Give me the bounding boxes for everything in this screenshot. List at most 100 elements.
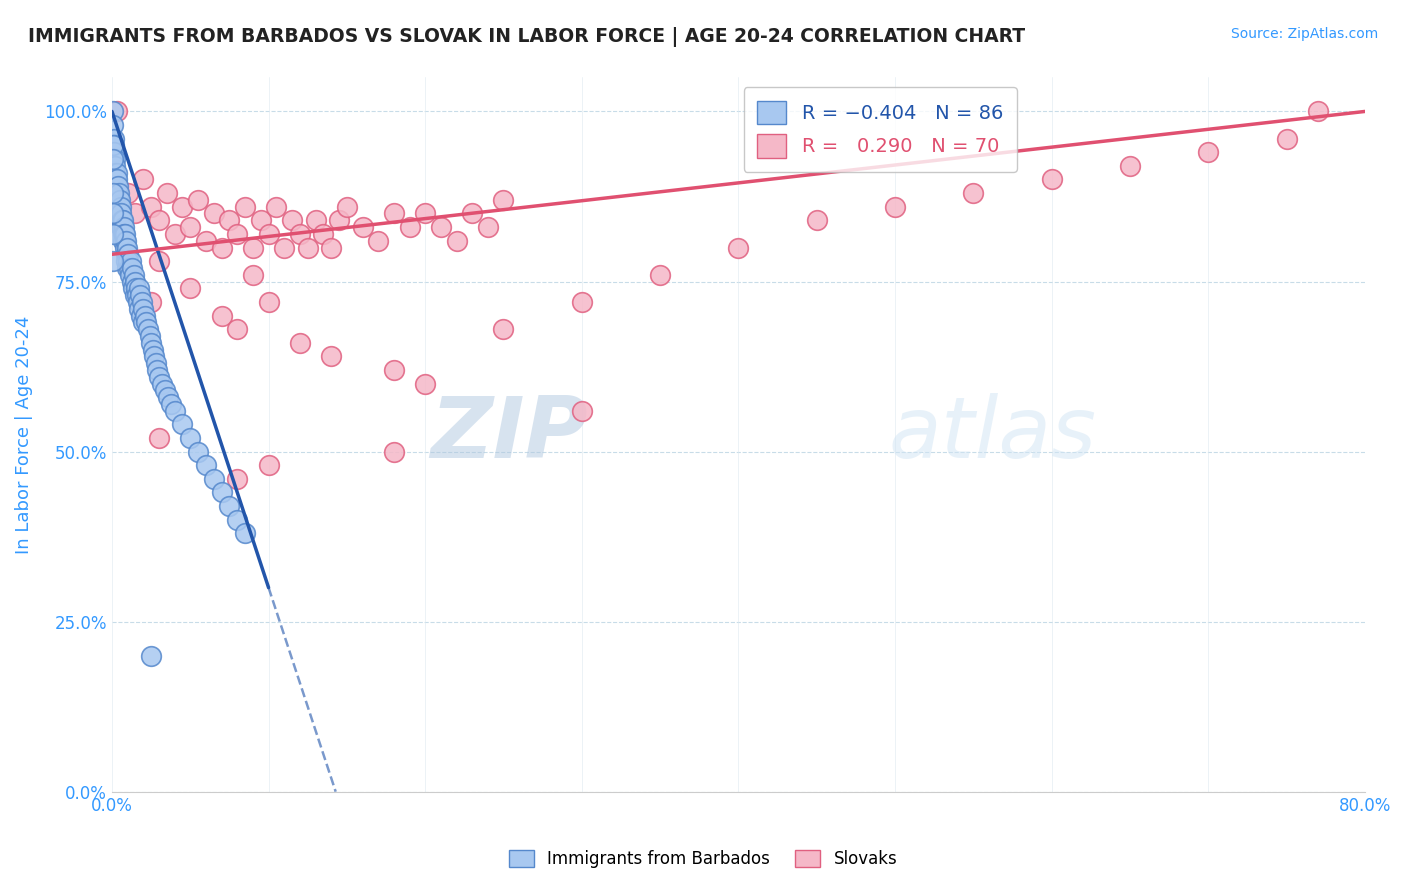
Point: [112, 220, 135, 235]
Point: [118, 260, 141, 275]
Point: [257, 227, 280, 241]
Text: ZIP: ZIP: [430, 393, 588, 476]
Point: [129, 288, 152, 302]
Point: [242, 240, 264, 254]
Point: [382, 206, 405, 220]
Point: [155, 384, 177, 398]
Point: [257, 458, 280, 473]
Point: [104, 166, 127, 180]
Point: [273, 240, 295, 254]
Point: [122, 268, 145, 282]
Point: [179, 220, 201, 235]
Point: [249, 213, 271, 227]
Point: [125, 288, 148, 302]
Point: [143, 349, 166, 363]
Point: [150, 376, 173, 391]
Point: [148, 254, 170, 268]
Point: [139, 200, 162, 214]
Point: [321, 349, 343, 363]
Point: [115, 254, 138, 268]
Point: [172, 417, 194, 432]
Point: [131, 294, 153, 309]
Point: [117, 260, 139, 275]
Point: [202, 472, 225, 486]
Point: [103, 145, 125, 160]
Point: [226, 227, 249, 241]
Point: [103, 138, 125, 153]
Point: [288, 227, 311, 241]
Point: [352, 220, 374, 235]
Point: [110, 220, 132, 235]
Point: [160, 397, 183, 411]
Point: [120, 254, 142, 268]
Point: [233, 200, 256, 214]
Point: [107, 172, 129, 186]
Point: [194, 234, 217, 248]
Point: [132, 301, 155, 316]
Point: [125, 281, 148, 295]
Point: [146, 363, 169, 377]
Point: [112, 234, 135, 248]
Point: [328, 213, 350, 227]
Point: [492, 322, 515, 336]
Point: [281, 213, 304, 227]
Point: [104, 152, 127, 166]
Point: [148, 431, 170, 445]
Legend: R = −0.404   N = 86, R =   0.290   N = 70: R = −0.404 N = 86, R = 0.290 N = 70: [744, 87, 1017, 171]
Point: [111, 227, 134, 241]
Point: [114, 247, 136, 261]
Point: [101, 186, 124, 200]
Point: [124, 275, 146, 289]
Point: [962, 186, 984, 200]
Point: [179, 281, 201, 295]
Point: [107, 200, 129, 214]
Point: [172, 200, 194, 214]
Point: [135, 315, 157, 329]
Point: [648, 268, 671, 282]
Point: [304, 213, 326, 227]
Point: [108, 206, 131, 220]
Y-axis label: In Labor Force | Age 20-24: In Labor Force | Age 20-24: [15, 316, 32, 554]
Point: [107, 193, 129, 207]
Point: [226, 472, 249, 486]
Point: [128, 281, 150, 295]
Point: [211, 485, 233, 500]
Point: [413, 206, 436, 220]
Point: [111, 220, 134, 235]
Point: [297, 240, 319, 254]
Point: [413, 376, 436, 391]
Point: [194, 458, 217, 473]
Point: [136, 322, 159, 336]
Point: [118, 268, 141, 282]
Point: [211, 240, 233, 254]
Point: [139, 335, 162, 350]
Point: [571, 294, 593, 309]
Point: [129, 309, 152, 323]
Point: [336, 200, 359, 214]
Point: [446, 234, 468, 248]
Point: [132, 172, 155, 186]
Point: [121, 275, 143, 289]
Point: [367, 234, 389, 248]
Point: [477, 220, 499, 235]
Point: [1197, 145, 1219, 160]
Point: [105, 186, 128, 200]
Point: [105, 179, 128, 194]
Point: [121, 260, 143, 275]
Point: [226, 513, 249, 527]
Point: [101, 138, 124, 153]
Point: [114, 234, 136, 248]
Point: [288, 335, 311, 350]
Point: [156, 186, 179, 200]
Point: [1306, 104, 1329, 119]
Point: [884, 200, 907, 214]
Point: [1119, 159, 1142, 173]
Point: [430, 220, 453, 235]
Text: atlas: atlas: [889, 393, 1097, 476]
Point: [157, 390, 180, 404]
Point: [111, 213, 134, 227]
Point: [218, 499, 240, 513]
Point: [101, 206, 124, 220]
Point: [104, 172, 127, 186]
Point: [727, 240, 749, 254]
